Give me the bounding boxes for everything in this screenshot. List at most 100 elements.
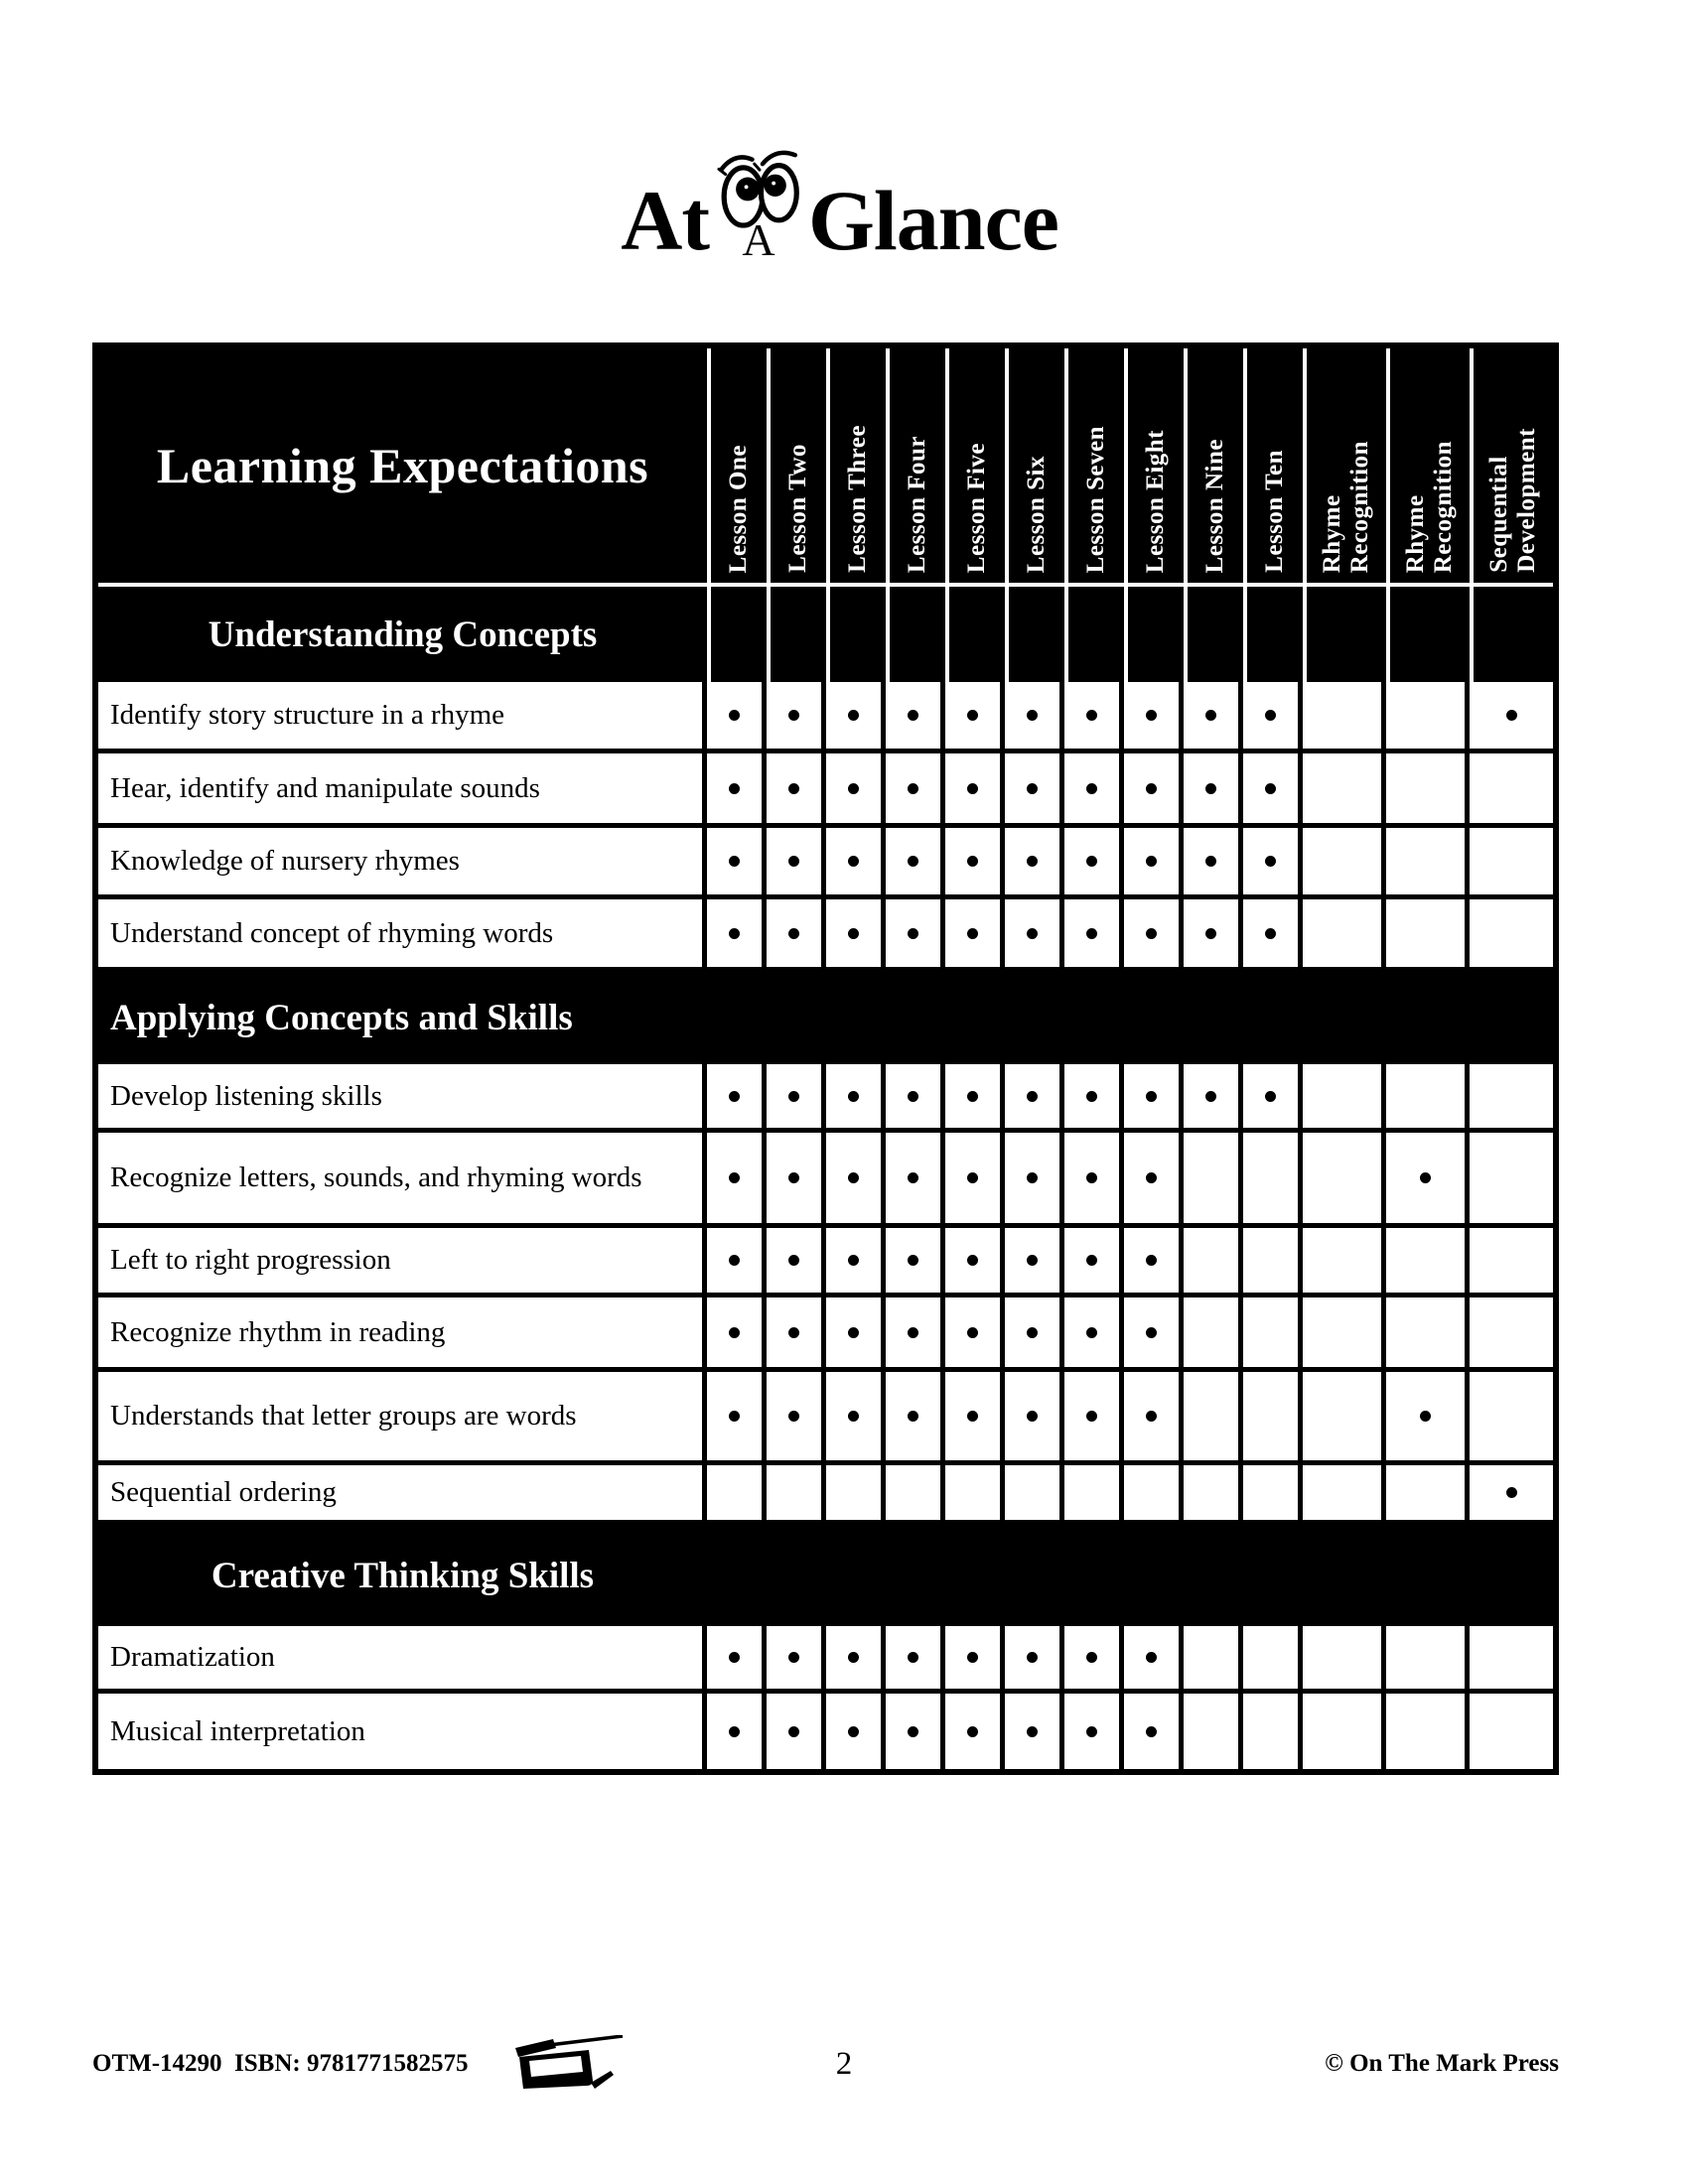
row-label-cell: Identify story structure in a rhyme bbox=[98, 682, 707, 753]
matrix-cell bbox=[1184, 1465, 1243, 1525]
section-header-filler-cell bbox=[945, 587, 1005, 682]
matrix-cell bbox=[707, 1064, 767, 1133]
matrix-cell bbox=[1005, 1626, 1064, 1694]
dot-mark bbox=[967, 1326, 978, 1338]
matrix-cell bbox=[1386, 1064, 1470, 1133]
dot-mark bbox=[1146, 856, 1157, 867]
dot-mark bbox=[788, 856, 799, 867]
matrix-cell bbox=[1124, 1297, 1184, 1372]
dot-mark bbox=[967, 1255, 978, 1266]
matrix-cell bbox=[1386, 828, 1470, 899]
column-header-label: Lesson Five bbox=[963, 442, 990, 573]
dot-mark bbox=[729, 710, 740, 721]
photocopier-icon bbox=[515, 2035, 624, 2089]
section-header-filler-cell bbox=[1470, 587, 1553, 682]
matrix-cell bbox=[767, 1133, 826, 1228]
matrix-cell bbox=[1243, 1626, 1303, 1694]
matrix-cell bbox=[1243, 1465, 1303, 1525]
section-header-filler-cell bbox=[826, 587, 886, 682]
dot-mark bbox=[1027, 1172, 1038, 1183]
dot-mark bbox=[908, 1255, 918, 1266]
matrix-cell bbox=[826, 1372, 886, 1465]
matrix-cell bbox=[945, 1465, 1005, 1525]
matrix-cell bbox=[1470, 1297, 1553, 1372]
dot-mark bbox=[908, 1411, 918, 1422]
matrix-cell bbox=[1124, 828, 1184, 899]
googly-eyes-icon bbox=[717, 150, 799, 228]
matrix-cell bbox=[886, 1133, 945, 1228]
matrix-cell bbox=[1064, 1626, 1124, 1694]
section-header-filler-cell bbox=[1064, 587, 1124, 682]
column-header-cell: Lesson Two bbox=[767, 348, 826, 587]
dot-mark bbox=[1027, 927, 1038, 939]
section-title: Creative Thinking Skills bbox=[211, 1555, 595, 1596]
column-header-label: Lesson Four bbox=[904, 435, 930, 573]
dot-mark bbox=[729, 1255, 740, 1266]
dot-mark bbox=[1146, 782, 1157, 794]
matrix-cell bbox=[886, 1694, 945, 1769]
dot-mark bbox=[1027, 1725, 1038, 1737]
row-label-cell: Knowledge of nursery rhymes bbox=[98, 828, 707, 899]
matrix-cell bbox=[1243, 1064, 1303, 1133]
section-header-cell: Understanding Concepts bbox=[98, 587, 707, 682]
dot-mark bbox=[1086, 927, 1097, 939]
row-label-cell: Hear, identify and manipulate sounds bbox=[98, 753, 707, 828]
matrix-cell bbox=[1303, 753, 1386, 828]
dot-mark bbox=[1205, 927, 1216, 939]
row-label: Hear, identify and manipulate sounds bbox=[110, 771, 540, 804]
matrix-cell bbox=[1243, 1372, 1303, 1465]
matrix-cell bbox=[707, 1694, 767, 1769]
dot-mark bbox=[1505, 1487, 1517, 1498]
dot-mark bbox=[788, 1411, 799, 1422]
matrix-cell bbox=[1184, 899, 1243, 972]
matrix-cell bbox=[1243, 1133, 1303, 1228]
dot-mark bbox=[967, 710, 978, 721]
matrix-cell bbox=[767, 753, 826, 828]
dot-mark bbox=[1086, 1725, 1097, 1737]
matrix-cell bbox=[1005, 1465, 1064, 1525]
matrix-cell bbox=[1064, 1228, 1124, 1297]
column-header-label: Lesson Seven bbox=[1082, 425, 1109, 573]
matrix-cell bbox=[707, 682, 767, 753]
matrix-cell bbox=[1005, 828, 1064, 899]
dot-mark bbox=[967, 1411, 978, 1422]
dot-mark bbox=[1146, 1255, 1157, 1266]
dot-mark bbox=[788, 782, 799, 794]
title-word-at: At bbox=[621, 172, 710, 268]
matrix-cell bbox=[1470, 753, 1553, 828]
dot-mark bbox=[729, 927, 740, 939]
dot-mark bbox=[1205, 710, 1216, 721]
row-label-cell: Dramatization bbox=[98, 1626, 707, 1694]
matrix-cell bbox=[1184, 1297, 1243, 1372]
dot-mark bbox=[967, 1652, 978, 1663]
dot-mark bbox=[1027, 856, 1038, 867]
column-header-cell: Lesson One bbox=[707, 348, 767, 587]
matrix-cell bbox=[1243, 828, 1303, 899]
matrix-cell bbox=[826, 1297, 886, 1372]
matrix-cell bbox=[1470, 899, 1553, 972]
matrix-cell bbox=[1124, 1694, 1184, 1769]
matrix-cell bbox=[1303, 1372, 1386, 1465]
footer-copyright: © On The Mark Press bbox=[1325, 2050, 1559, 2077]
matrix-cell bbox=[1184, 1064, 1243, 1133]
dot-mark bbox=[1086, 1255, 1097, 1266]
matrix-cell bbox=[886, 828, 945, 899]
dot-mark bbox=[788, 1652, 799, 1663]
dot-mark bbox=[1146, 1172, 1157, 1183]
matrix-cell bbox=[1243, 1228, 1303, 1297]
dot-mark bbox=[1027, 710, 1038, 721]
matrix-cell bbox=[707, 1133, 767, 1228]
row-label: Dramatization bbox=[110, 1641, 275, 1674]
section-header-band: Creative Thinking Skills bbox=[98, 1525, 1553, 1626]
matrix-cell bbox=[945, 1694, 1005, 1769]
column-header-label: Lesson Six bbox=[1023, 455, 1050, 573]
row-label-cell: Musical interpretation bbox=[98, 1694, 707, 1769]
row-label: Knowledge of nursery rhymes bbox=[110, 845, 460, 878]
dot-mark bbox=[1027, 1411, 1038, 1422]
dot-mark bbox=[848, 782, 859, 794]
dot-mark bbox=[1505, 710, 1517, 721]
dot-mark bbox=[1265, 856, 1276, 867]
column-header-cell: Lesson Three bbox=[826, 348, 886, 587]
dot-mark bbox=[908, 782, 918, 794]
column-header-cell: Lesson Four bbox=[886, 348, 945, 587]
